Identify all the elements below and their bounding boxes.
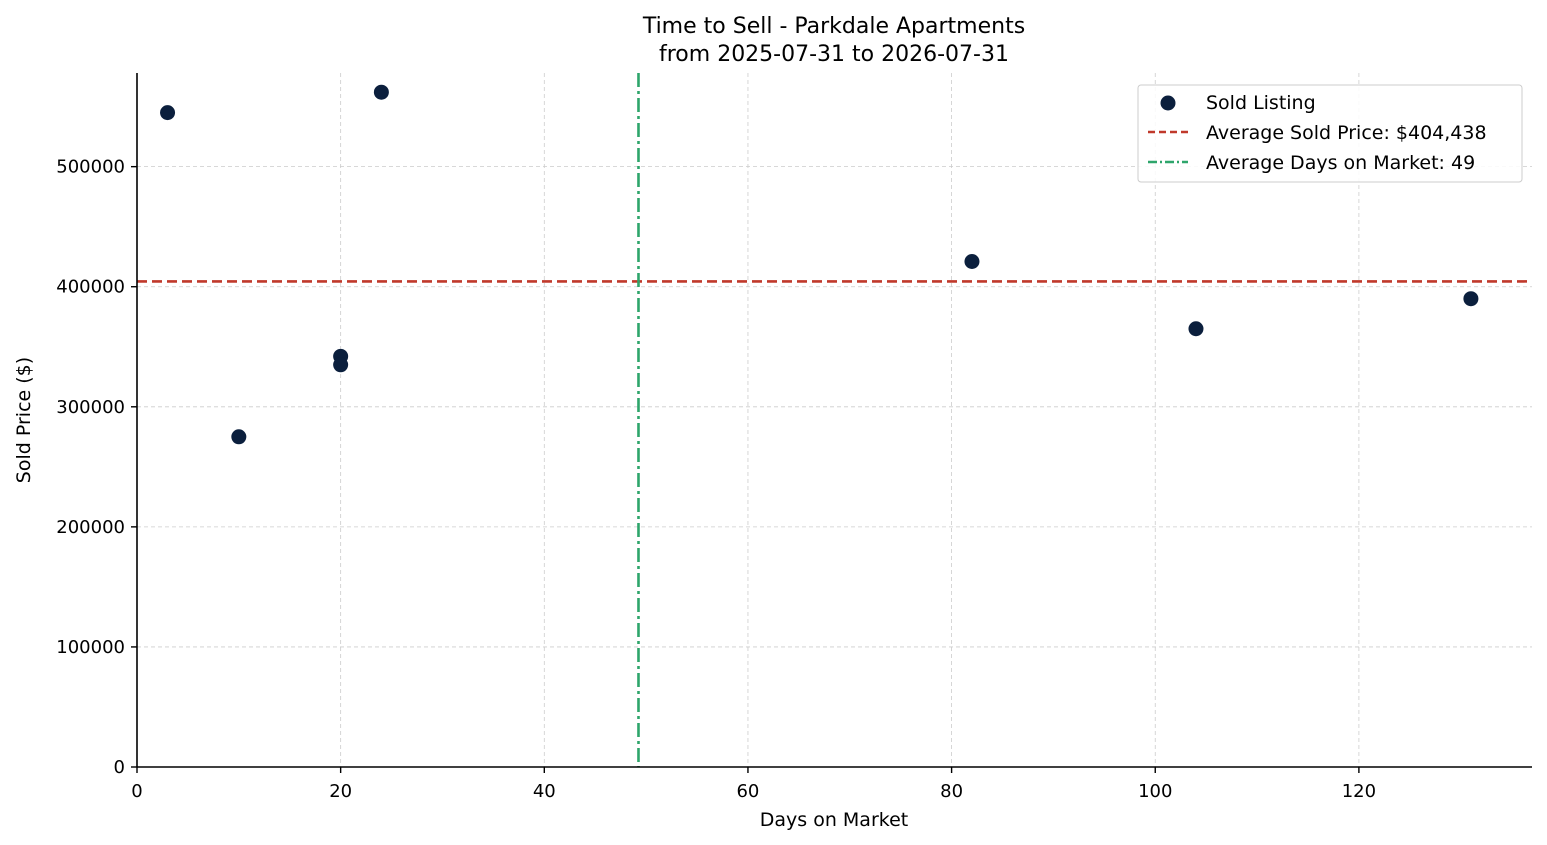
chart-title: Time to Sell - Parkdale Apartments [642,14,1025,39]
legend-frame [1137,84,1523,183]
y-tick-label: 500000 [56,157,125,178]
x-tick-label: 80 [940,781,963,802]
legend-label-average-days: Average Days on Market: 49 [1206,152,1475,174]
y-tick-label: 200000 [56,517,125,538]
legend-label-average-price: Average Sold Price: $404,438 [1206,122,1487,144]
x-tick-label: 60 [736,781,759,802]
y-tick-label: 100000 [56,637,125,658]
data-point [1463,291,1479,307]
legend: Sold Listing Average Sold Price: $404,43… [1137,84,1523,183]
y-tick-label: 400000 [56,277,125,298]
data-point [160,105,176,121]
axis-ticks: 0 20 40 60 80 100 120 0 100000 200000 300000 400000… [56,157,1376,802]
data-point [1188,321,1204,337]
legend-marker-sold-listing [1160,95,1176,111]
x-tick-label: 120 [1342,781,1376,802]
x-axis-label: Days on Market [760,809,908,831]
data-point [964,254,980,270]
y-axis-label: Sold Price ($) [13,357,35,483]
data-point [231,429,247,445]
x-tick-label: 0 [131,781,142,802]
reference-lines [137,73,1532,767]
x-tick-label: 100 [1138,781,1172,802]
legend-label-sold-listing: Sold Listing [1206,92,1316,114]
x-tick-label: 20 [329,781,352,802]
data-points [160,84,1479,445]
chart-subtitle: from 2025-07-31 to 2026-07-31 [659,42,1009,67]
data-point [373,84,389,100]
y-tick-label: 300000 [56,397,125,418]
y-tick-label: 0 [114,757,125,778]
x-tick-label: 40 [533,781,556,802]
data-point [333,357,349,373]
grid-lines [137,73,1532,767]
